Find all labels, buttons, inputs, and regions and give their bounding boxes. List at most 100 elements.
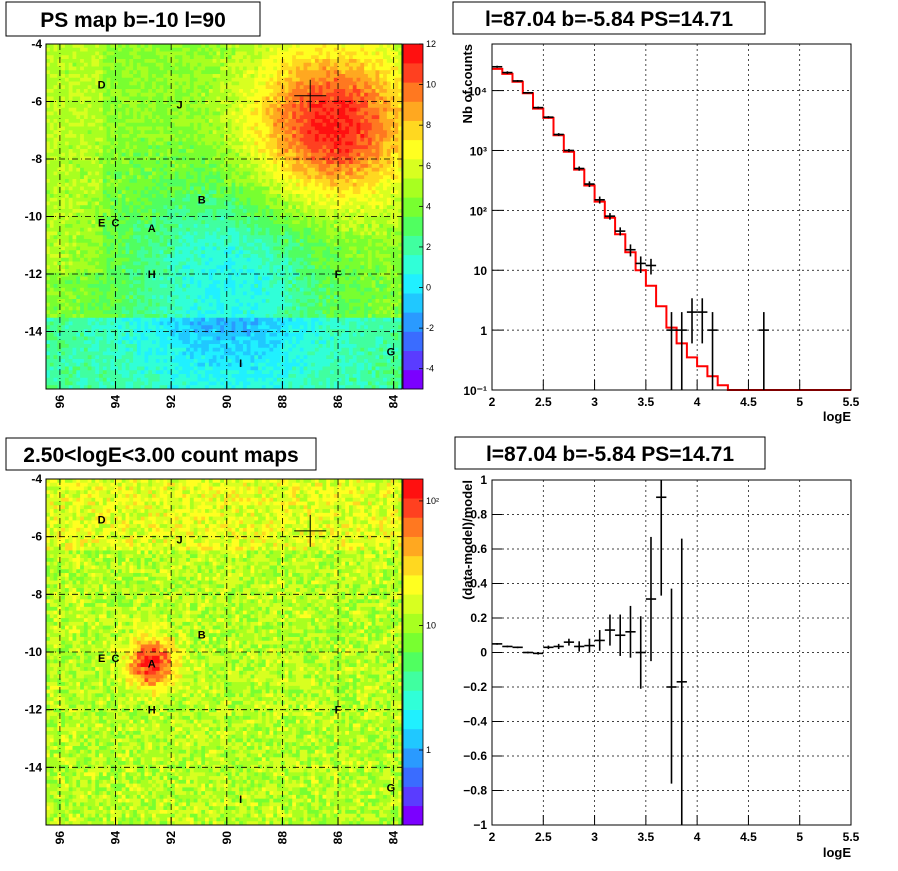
map-cell: [72, 194, 77, 199]
map-cell: [87, 70, 92, 75]
map-cell: [322, 104, 327, 109]
map-cell: [224, 122, 229, 127]
map-cell: [386, 66, 392, 71]
map-cell: [383, 145, 388, 150]
map-cell: [242, 62, 248, 67]
map-cell: [80, 156, 85, 161]
map-cell: [269, 55, 274, 60]
map-cell: [352, 220, 357, 225]
map-cell: [106, 92, 111, 97]
map-cell: [76, 239, 81, 244]
map-cell: [95, 77, 100, 82]
map-cell: [80, 51, 85, 56]
map-cell: [125, 85, 130, 90]
map-cell: [379, 235, 384, 240]
map-cell: [367, 96, 373, 101]
map-cell: [356, 216, 361, 221]
map-cell: [61, 227, 66, 232]
map-cell: [95, 216, 100, 221]
map-cell: [53, 160, 58, 165]
map-cell: [148, 175, 153, 180]
map-cell: [265, 212, 270, 217]
map-cell: [337, 224, 342, 229]
map-cell: [326, 175, 331, 180]
map-cell: [95, 100, 100, 105]
map-cell: [239, 119, 244, 124]
map-cell: [295, 85, 301, 90]
map-cell: [212, 96, 217, 101]
map-cell: [117, 100, 123, 105]
map-cell: [250, 81, 255, 86]
map-cell: [167, 194, 172, 199]
map-cell: [197, 179, 202, 184]
map-cell: [333, 100, 339, 105]
map-cell: [61, 104, 66, 109]
map-cell: [91, 145, 96, 150]
map-cell: [379, 201, 384, 206]
map-cell: [83, 186, 89, 191]
map-cell: [193, 115, 198, 120]
map-cell: [341, 167, 346, 172]
map-cell: [57, 186, 62, 191]
map-cell: [341, 134, 346, 139]
map-cell: [163, 100, 168, 105]
map-cell: [250, 134, 255, 139]
map-cell: [398, 197, 403, 202]
map-cell: [345, 227, 350, 232]
map-cell: [95, 205, 100, 210]
map-cell: [348, 182, 354, 187]
map-cell: [333, 235, 339, 240]
map-cell: [121, 197, 126, 202]
map-cell: [364, 111, 369, 116]
map-cell: [64, 171, 70, 176]
map-cell: [114, 194, 119, 199]
map-cell: [216, 194, 221, 199]
map-cell: [246, 167, 251, 172]
map-cell: [95, 220, 100, 225]
map-cell: [46, 182, 51, 187]
map-cell: [197, 156, 202, 161]
map-cell: [303, 152, 308, 157]
map-cell: [330, 85, 335, 90]
map-cell: [99, 212, 104, 217]
map-cell: [152, 119, 157, 124]
map-cell: [348, 115, 354, 120]
map-cell: [379, 190, 384, 195]
map-cell: [220, 96, 225, 101]
map-cell: [121, 89, 126, 94]
map-cell: [53, 182, 58, 187]
map-cell: [364, 179, 369, 184]
map-cell: [390, 62, 395, 67]
map-cell: [337, 167, 342, 172]
map-cell: [277, 205, 282, 210]
map-cell: [398, 119, 403, 124]
map-cell: [383, 201, 388, 206]
map-cell: [197, 111, 202, 116]
map-cell: [307, 235, 312, 240]
map-cell: [295, 194, 301, 199]
map-cell: [318, 216, 323, 221]
map-cell: [91, 59, 96, 64]
map-cell: [360, 81, 365, 86]
map-cell: [140, 66, 145, 71]
map-cell: [231, 141, 236, 146]
map-cell: [318, 231, 323, 236]
map-cell: [311, 216, 316, 221]
map-cell: [386, 231, 392, 236]
map-cell: [307, 85, 312, 90]
map-cell: [121, 100, 126, 105]
map-cell: [394, 152, 399, 157]
map-cell: [193, 55, 198, 60]
map-cell: [303, 44, 308, 49]
map-cell: [174, 197, 179, 202]
map-cell: [95, 224, 100, 229]
map-cell: [326, 145, 331, 150]
map-cell: [383, 47, 388, 52]
map-cell: [178, 47, 183, 52]
map-cell: [341, 104, 346, 109]
map-cell: [352, 100, 357, 105]
map-cell: [307, 44, 312, 49]
map-cell: [322, 141, 327, 146]
map-cell: [318, 186, 323, 191]
map-cell: [99, 179, 104, 184]
